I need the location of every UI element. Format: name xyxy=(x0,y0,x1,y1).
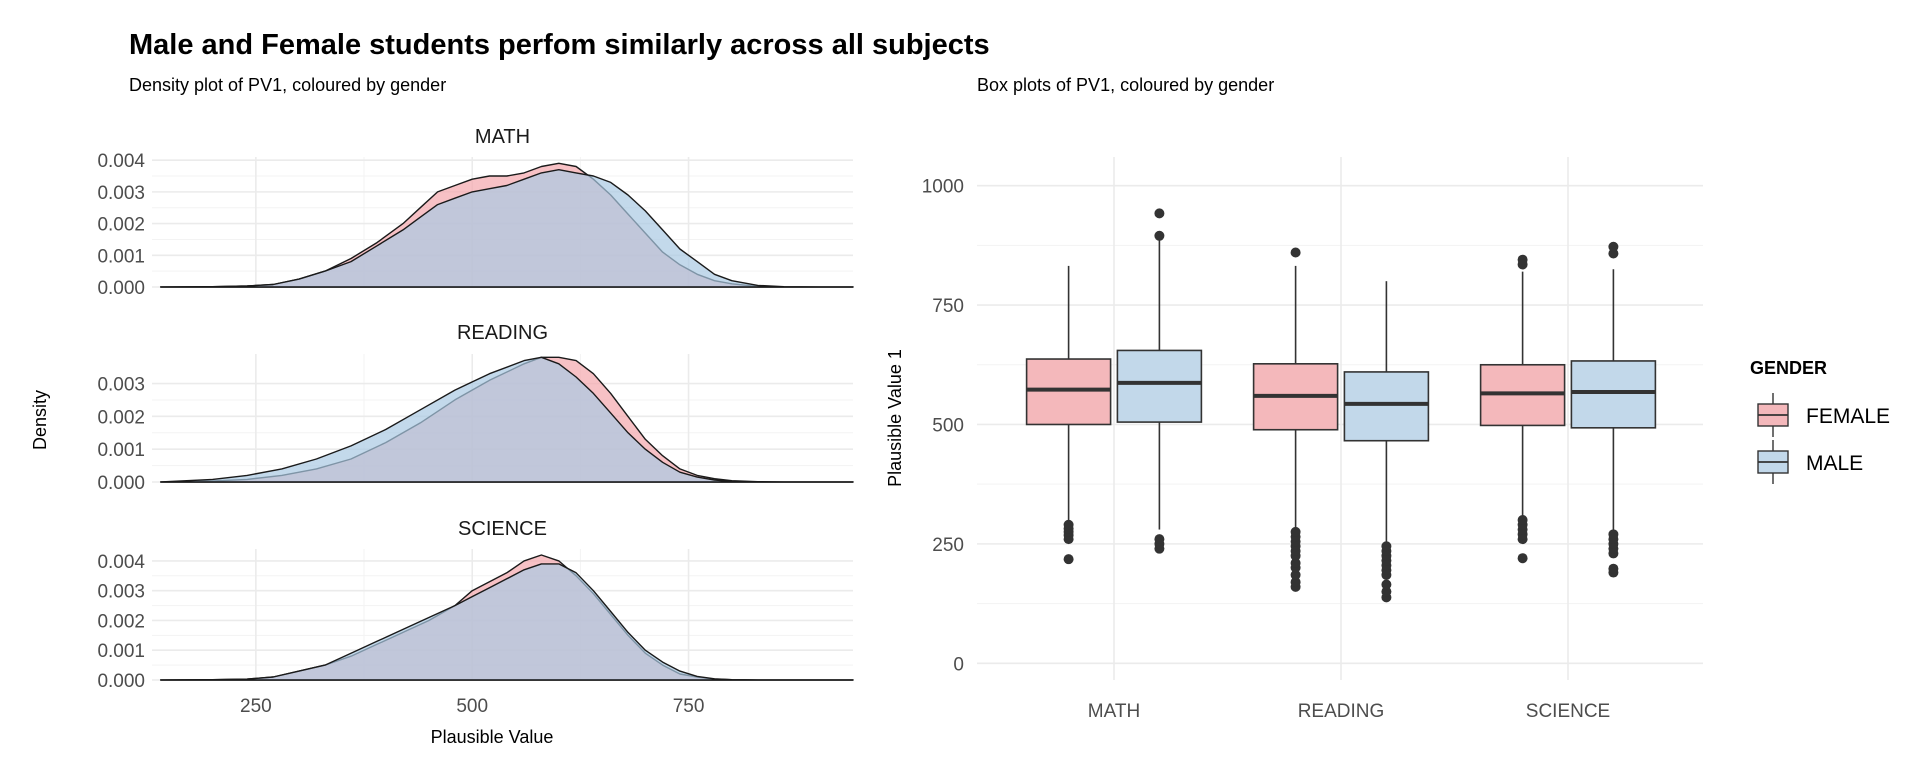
legend-title: GENDER xyxy=(1750,358,1827,378)
main-title: Male and Female students perfom similarl… xyxy=(129,29,990,61)
legend-key-female xyxy=(1757,393,1789,437)
density-area-male xyxy=(160,356,854,483)
outlier-point xyxy=(1154,534,1165,545)
y-tick-label: 1000 xyxy=(922,177,964,198)
y-tick-label: 0.003 xyxy=(97,375,145,396)
y-tick-label: 250 xyxy=(932,535,964,556)
outlier-point xyxy=(1154,230,1165,241)
y-tick-label: 500 xyxy=(932,415,964,436)
density-facet-math: MATH 0.000 0.001 0.002 0.003 0.004 xyxy=(97,126,854,299)
box-math-female xyxy=(1025,265,1112,565)
outlier-point xyxy=(1608,241,1619,252)
facet-strip-label: MATH xyxy=(475,126,530,148)
outlier-point xyxy=(1290,569,1301,580)
outlier-point xyxy=(1381,541,1392,552)
outlier-point xyxy=(1608,529,1619,540)
x-tick-label: MATH xyxy=(1088,701,1140,722)
y-tick-label: 0.004 xyxy=(97,151,145,172)
legend: GENDER FEMALE MALE xyxy=(1750,358,1890,484)
y-tick-label: 0.001 xyxy=(97,641,145,662)
outlier-point xyxy=(1290,577,1301,588)
density-facet-reading: READING 0.000 0.001 0.002 0.003 xyxy=(97,322,854,494)
y-tick-label: 0.002 xyxy=(97,407,145,428)
outlier-point xyxy=(1063,519,1074,530)
legend-key-male xyxy=(1757,440,1789,484)
boxplot-y-axis-title: Plausible Value 1 xyxy=(885,349,905,487)
legend-label-male: MALE xyxy=(1806,452,1863,475)
outlier-point xyxy=(1608,563,1619,574)
x-tick-label: SCIENCE xyxy=(1526,701,1610,722)
outlier-point xyxy=(1290,247,1301,258)
y-tick-label: 0.000 xyxy=(97,278,145,299)
density-y-axis-title: Density xyxy=(30,390,50,450)
box-iqr xyxy=(1570,360,1657,429)
y-tick-label: 0.001 xyxy=(97,246,145,267)
outlier-point xyxy=(1517,254,1528,265)
y-tick-label: 0.000 xyxy=(97,671,145,692)
y-tick-label: 0 xyxy=(953,654,964,675)
x-tick-label: READING xyxy=(1298,701,1385,722)
box-science-male xyxy=(1570,241,1657,578)
box-reading-male xyxy=(1343,281,1430,603)
outlier-point xyxy=(1290,557,1301,568)
outlier-point xyxy=(1381,586,1392,597)
box-iqr xyxy=(1025,358,1112,426)
density-area-male xyxy=(160,169,854,288)
facet-strip-label: READING xyxy=(457,322,548,344)
box-reading-female xyxy=(1252,247,1339,592)
x-tick-label: 250 xyxy=(240,696,272,717)
y-tick-label: 0.002 xyxy=(97,215,145,236)
outlier-point xyxy=(1063,554,1074,565)
x-tick-label: 500 xyxy=(456,696,488,717)
density-panel: MATH 0.000 0.001 0.002 0.003 0.004 READING 0.00… xyxy=(97,126,854,717)
box-iqr xyxy=(1116,349,1203,423)
legend-label-female: FEMALE xyxy=(1806,405,1890,428)
y-tick-label: 0.003 xyxy=(97,582,145,603)
density-facet-science: SCIENCE 0.000 0.001 0.002 0.003 0.004 xyxy=(97,518,854,692)
density-x-axis-title: Plausible Value xyxy=(431,727,554,747)
x-tick-label: 750 xyxy=(673,696,705,717)
boxplot-panel: 0 250 500 750 1000 MATH READING SCIENCE xyxy=(922,157,1703,722)
box-science-female xyxy=(1479,254,1566,564)
y-tick-label: 0.000 xyxy=(97,473,145,494)
box-math-male xyxy=(1116,208,1203,554)
y-tick-label: 750 xyxy=(932,296,964,317)
box-iqr xyxy=(1343,371,1430,442)
boxplot-subtitle: Box plots of PV1, coloured by gender xyxy=(977,75,1274,95)
density-subtitle: Density plot of PV1, coloured by gender xyxy=(129,75,446,95)
outlier-point xyxy=(1517,514,1528,525)
facet-strip-label: SCIENCE xyxy=(458,518,547,540)
outlier-point xyxy=(1381,579,1392,590)
y-tick-label: 0.003 xyxy=(97,183,145,204)
outlier-point xyxy=(1290,526,1301,537)
y-tick-label: 0.004 xyxy=(97,552,145,573)
y-tick-label: 0.002 xyxy=(97,611,145,632)
y-tick-label: 0.001 xyxy=(97,440,145,461)
outlier-point xyxy=(1517,553,1528,564)
density-area-male xyxy=(160,563,854,681)
outlier-point xyxy=(1154,208,1165,219)
